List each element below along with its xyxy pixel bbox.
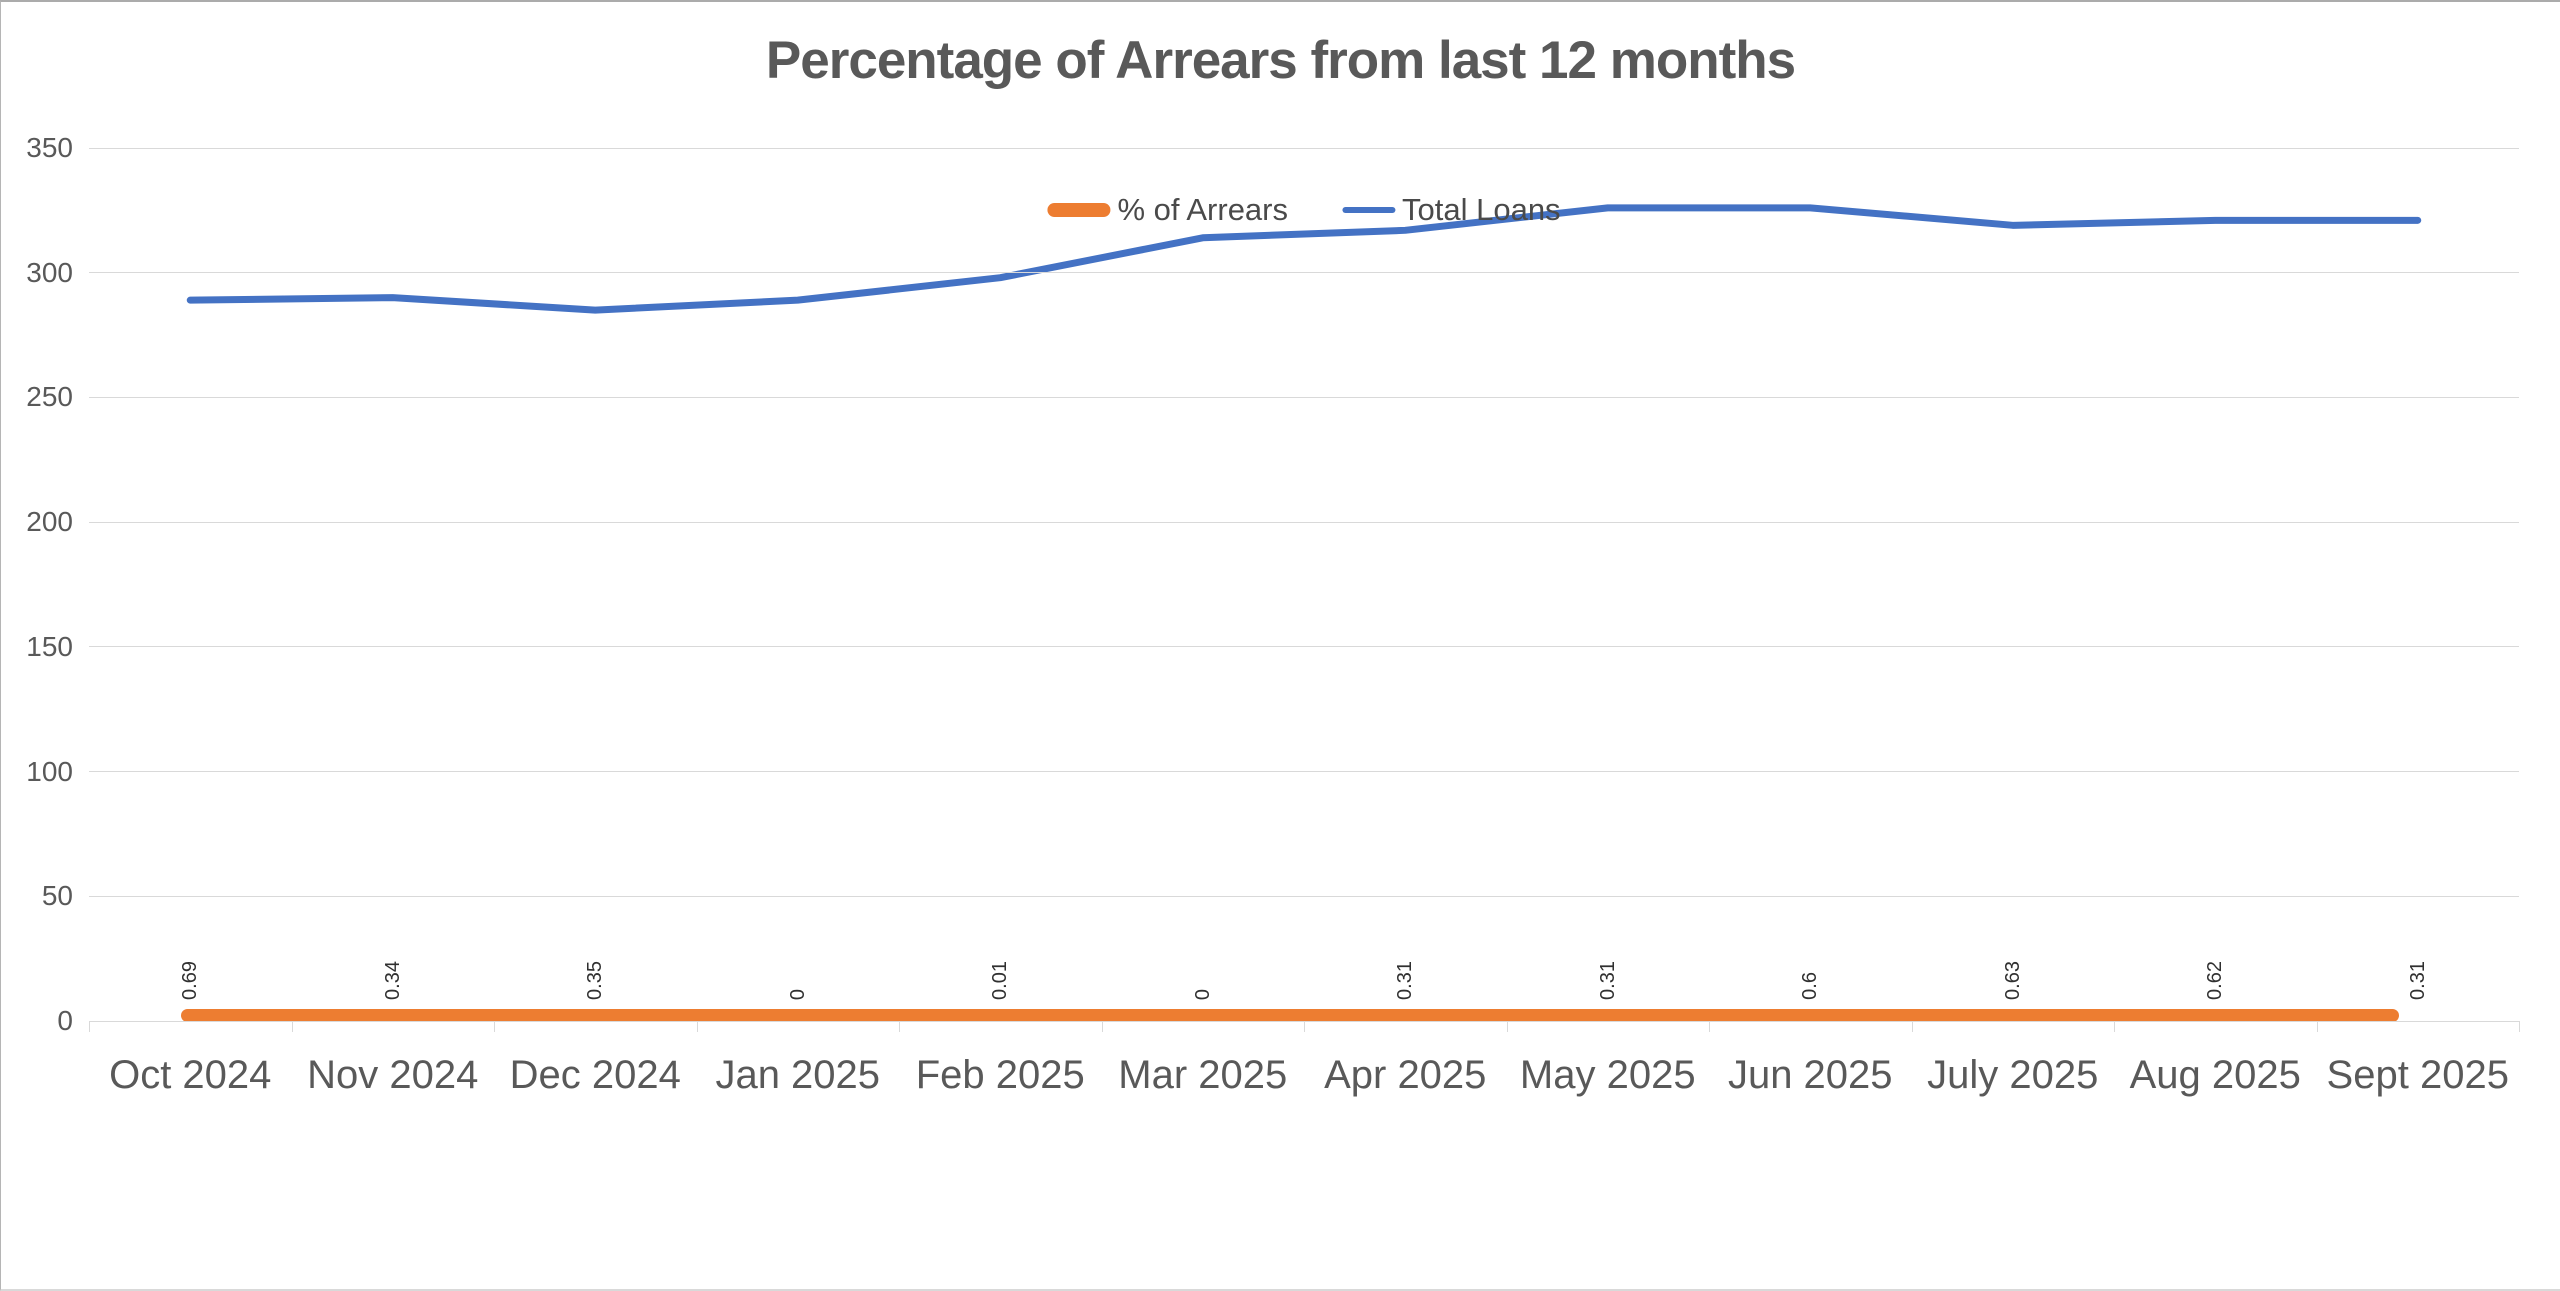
x-axis-label-july-2025: July 2025 xyxy=(1927,1053,2099,1097)
legend-item-arrears: % of Arrears xyxy=(1047,192,1288,228)
arrears-data-label-july-2025: 0.63 xyxy=(2001,961,2024,1000)
arrears-data-label-dec-2024: 0.35 xyxy=(584,961,607,1000)
y-axis-label-200: 200 xyxy=(26,506,73,538)
gridline-350 xyxy=(89,147,2519,149)
y-axis-label-50: 50 xyxy=(41,880,73,912)
arrears-data-label-mar-2025: 0 xyxy=(1191,988,1214,1000)
arrears-legend-marker-icon xyxy=(1047,203,1111,217)
y-axis-label-0: 0 xyxy=(57,1005,73,1036)
y-axis-label-300: 300 xyxy=(26,256,73,288)
chart-title: Percentage of Arrears from last 12 month… xyxy=(765,31,1796,90)
arrears-data-label-nov-2024: 0.34 xyxy=(381,961,404,1000)
x-axis-tick xyxy=(1911,1021,1913,1032)
legend-label-arrears: % of Arrears xyxy=(1117,192,1288,227)
arrears-data-label-sept-2025: 0.31 xyxy=(2406,961,2429,1000)
x-axis-label-nov-2024: Nov 2024 xyxy=(307,1053,479,1097)
x-axis-label-mar-2025: Mar 2025 xyxy=(1118,1053,1288,1097)
legend: % of Arrears Total Loans xyxy=(1047,192,1561,228)
legend-item-loans: Total Loans xyxy=(1342,192,1561,228)
y-axis-label-100: 100 xyxy=(26,755,73,787)
x-axis-tick xyxy=(2316,1021,2318,1032)
arrears-data-label-jan-2025: 0 xyxy=(786,988,809,1000)
gridline-50 xyxy=(89,895,2519,897)
x-axis-label-sept-2025: Sept 2025 xyxy=(2326,1053,2509,1097)
x-axis-label-dec-2024: Dec 2024 xyxy=(509,1053,681,1097)
x-axis-tick xyxy=(2114,1021,2115,1032)
total-loans-polyline xyxy=(186,204,2422,314)
x-axis-label-jan-2025: Jan 2025 xyxy=(715,1053,881,1097)
x-axis-label-jun-2025: Jun 2025 xyxy=(1727,1053,1893,1097)
gridline-100 xyxy=(89,771,2519,773)
y-axis-label-350: 350 xyxy=(26,132,73,163)
x-axis-label-oct-2024: Oct 2024 xyxy=(109,1053,272,1097)
arrears-data-label-may-2025: 0.31 xyxy=(1596,961,1619,1000)
x-axis-tick xyxy=(89,1021,90,1032)
gridline-300 xyxy=(89,272,2519,274)
arrears-series-line xyxy=(181,1009,2399,1022)
x-axis-tick xyxy=(1506,1021,1508,1032)
x-axis-tick xyxy=(899,1021,900,1032)
y-axis-label-150: 150 xyxy=(26,630,73,662)
y-axis-label-250: 250 xyxy=(26,381,73,413)
arrears-data-label-aug-2025: 0.62 xyxy=(2204,961,2227,1000)
x-axis-tick xyxy=(1304,1021,1305,1032)
x-axis-tick xyxy=(696,1021,698,1032)
arrears-data-label-jun-2025: 0.6 xyxy=(1799,972,1822,1000)
arrears-data-label-apr-2025: 0.31 xyxy=(1394,961,1417,1000)
plot-area: % of Arrears Total Loans Oct 2024 0.69 Nov… xyxy=(89,147,2520,1097)
gridline-200 xyxy=(89,521,2519,523)
x-axis-label-apr-2025: Apr 2025 xyxy=(1324,1053,1487,1097)
x-axis-tick xyxy=(494,1021,495,1032)
total-loans-line-series xyxy=(186,204,2422,314)
legend-label-loans: Total Loans xyxy=(1402,192,1561,227)
x-axis-tick xyxy=(2519,1021,2520,1032)
x-axis-label-aug-2025: Aug 2025 xyxy=(2129,1053,2301,1097)
x-axis-label-feb-2025: Feb 2025 xyxy=(915,1053,1085,1097)
y-axis: 0 50 100 150 200 250 300 350 xyxy=(1,134,73,1035)
loans-legend-marker-icon xyxy=(1342,207,1395,213)
x-axis-tick xyxy=(1709,1021,1710,1032)
gridline-250 xyxy=(89,396,2519,398)
arrears-data-label-feb-2025: 0.01 xyxy=(989,961,1012,1000)
x-axis-label-may-2025: May 2025 xyxy=(1519,1053,1696,1097)
x-axis-tick xyxy=(1101,1021,1103,1032)
gridline-150 xyxy=(89,646,2519,648)
arrears-data-label-oct-2024: 0.69 xyxy=(179,961,202,1000)
x-axis-tick xyxy=(291,1021,293,1032)
